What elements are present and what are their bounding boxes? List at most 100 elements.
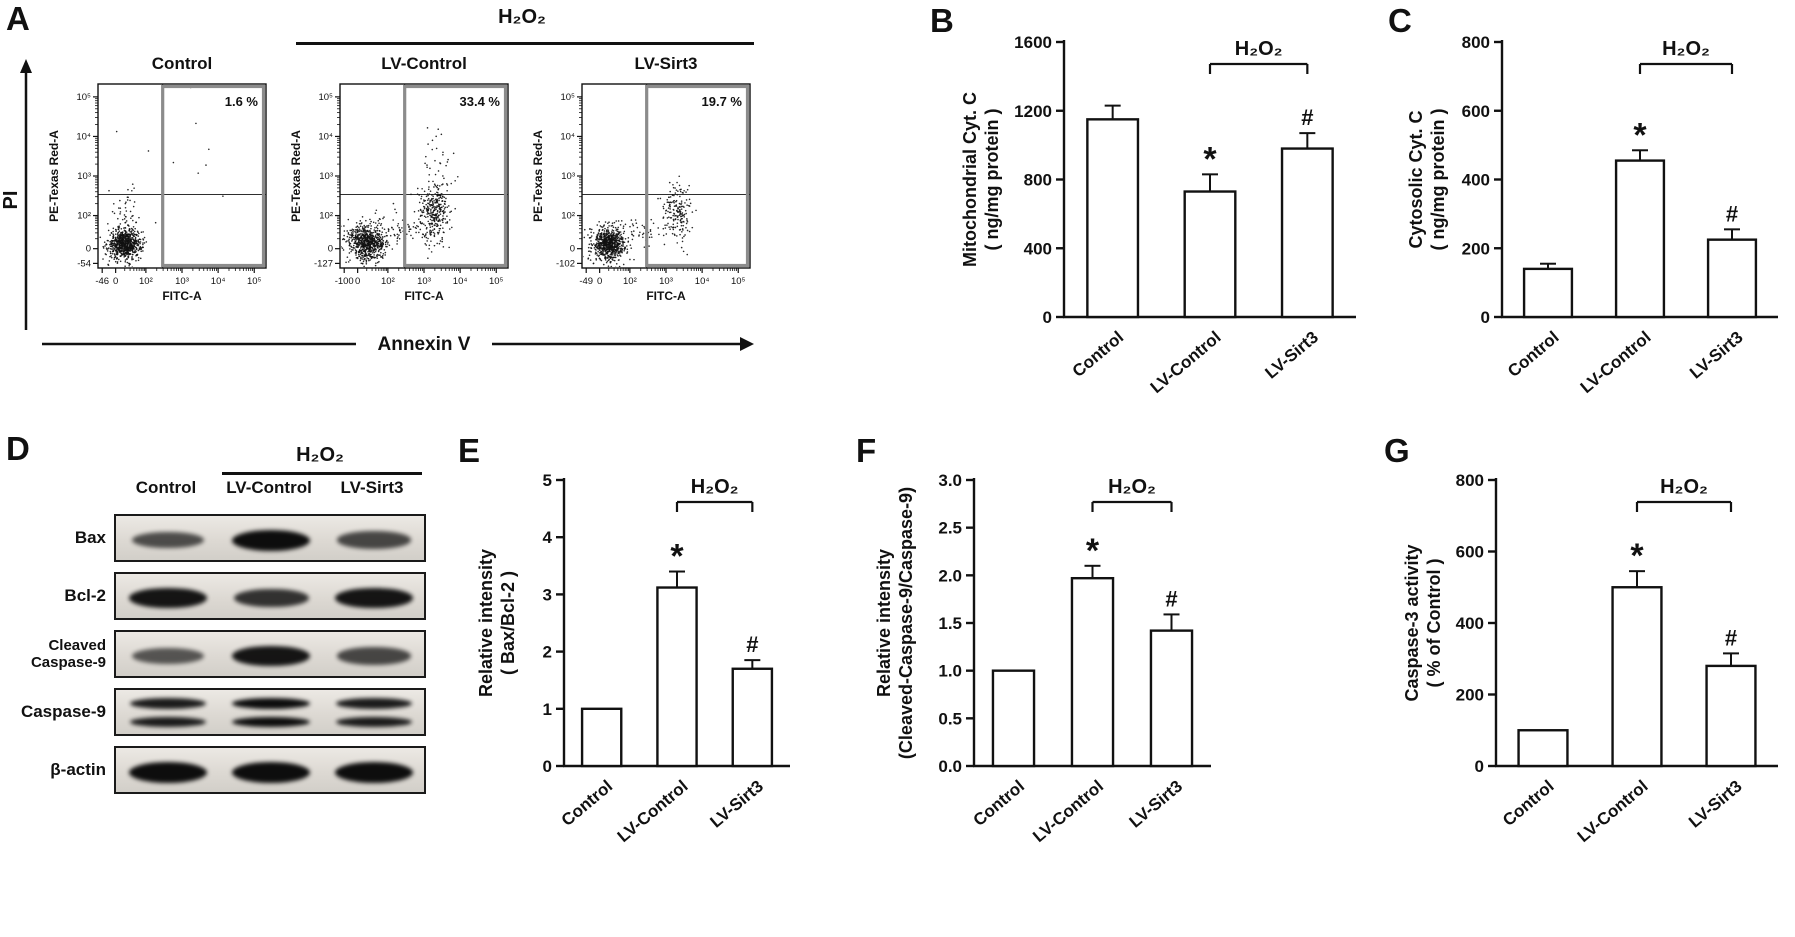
sig-hash: #: [1165, 586, 1177, 611]
flow-y-tick-label: 10³: [561, 171, 575, 182]
bracket-label: H₂O₂: [1662, 38, 1710, 60]
gate-percent-label: 1.6 %: [225, 94, 259, 109]
flow-x-tick-label: -49: [579, 276, 593, 287]
y-tick-label: 0.5: [938, 709, 962, 728]
flow-x-tick-label: 10²: [381, 276, 395, 287]
bar-LV-Control: [1183, 190, 1237, 319]
panel-c-label: C: [1388, 2, 1412, 39]
x-category-label: LV-Control: [614, 777, 692, 847]
flow-x-axis-title: FITC-A: [404, 289, 444, 303]
panel-f-label: F: [856, 432, 877, 469]
y-axis-label: Caspase-3 activity: [1402, 544, 1422, 701]
bar-LV-Control: [1614, 159, 1666, 319]
flow-y-tick-label: 10³: [319, 171, 333, 182]
y-axis-label: Relative intensity: [874, 549, 894, 697]
blot-band: [233, 588, 309, 608]
flow-y-tick-label: -127: [314, 258, 333, 269]
flow-y-tick-label: 10⁴: [76, 131, 91, 142]
x-category-label: Control: [1499, 777, 1558, 830]
y-tick-label: 1.0: [938, 662, 962, 681]
y-axis-label: ( ng/mg protein ): [982, 109, 1002, 251]
y-tick-label: 3: [543, 585, 552, 604]
flow-y-tick-label: 10³: [77, 171, 91, 182]
flow-y-axis-title: PE-Texas Red-A: [47, 130, 61, 222]
y-tick-label: 2.5: [938, 519, 962, 538]
pi-arrowhead-icon: [20, 59, 32, 73]
panel-a-h2o2-label: H₂O₂: [498, 6, 546, 28]
blot-band: [129, 587, 207, 609]
y-axis-label: ( % of Control ): [1424, 559, 1444, 688]
y-tick-label: 800: [1024, 171, 1052, 190]
y-tick-label: 4: [543, 528, 553, 547]
blot-column-label-Control: Control: [135, 478, 197, 497]
sig-asterisk: *: [1086, 532, 1100, 570]
y-tick-label: 800: [1456, 471, 1484, 490]
x-category-label: Control: [1069, 328, 1128, 381]
y-tick-label: 0: [543, 757, 552, 776]
blot-band: [335, 698, 413, 709]
panel-g-chart: 0 200 400 600 800 Caspase-3 activity( % of Co…: [1402, 471, 1778, 846]
bar-Control: [580, 707, 623, 768]
flow-y-tick-label: 10⁴: [560, 131, 575, 142]
y-tick-label: 400: [1462, 171, 1490, 190]
blot-column-label-LV-Control: LV-Control: [226, 478, 312, 497]
y-axis-label: Cytosolic Cyt. C: [1406, 110, 1426, 248]
flow-y-tick-label: 10⁴: [318, 131, 333, 142]
y-axis-label: Mitochondrial Cyt. C: [960, 92, 980, 267]
flow-y-tick-label: 10⁵: [76, 92, 91, 103]
blot-band: [131, 531, 205, 549]
sig-hash: #: [1301, 105, 1313, 130]
y-tick-label: 0.0: [938, 757, 962, 776]
scatter-points: [341, 127, 459, 267]
y-tick-label: 400: [1024, 239, 1052, 258]
scatter-points: [583, 175, 697, 267]
y-tick-label: 1200: [1014, 102, 1052, 121]
bar-LV-Sirt3: [1706, 238, 1758, 319]
blot-row-label-Bcl-2: Bcl-2: [64, 586, 106, 606]
flow-x-tick-label: -46: [95, 276, 109, 287]
flow-x-axis-title: FITC-A: [646, 289, 686, 303]
y-tick-label: 3.0: [938, 471, 962, 490]
panel-a-h2o2-line: [296, 42, 754, 45]
sig-asterisk: *: [670, 538, 684, 576]
y-tick-label: 800: [1462, 33, 1490, 52]
blot-band: [335, 717, 413, 727]
flow-y-tick-label: -102: [556, 258, 575, 269]
gate-rect: [161, 84, 266, 268]
blot-band: [232, 717, 310, 727]
flow-x-tick-label: 10²: [139, 276, 153, 287]
y-tick-label: 1600: [1014, 33, 1052, 52]
flow-x-tick-label: 0: [597, 276, 602, 287]
panel-a-label: A: [6, 0, 30, 37]
flow-x-tick-label: 10³: [175, 276, 189, 287]
flow-dot-plot-control: -54 0 10² 10³ 10⁴ 10⁵ -46 0 10² 10³ 10⁴ 10⁵ PE-Texas…: [47, 83, 267, 303]
annexin-axis-label: Annexin V: [378, 334, 471, 355]
flow-x-tick-label: 10⁵: [247, 276, 262, 287]
blot-row-label-Cleaved-Caspase-9: Cleaved Caspase-9: [30, 636, 106, 671]
gate-percent-label: 33.4 %: [460, 94, 501, 109]
y-tick-label: 2: [543, 643, 552, 662]
bracket-label: H₂O₂: [1108, 476, 1156, 498]
blot-band: [129, 761, 207, 783]
flow-plot-container-control: Control -54 0 10² 10³ 10⁴ 10⁵ -46 0 10² 10³ 10⁴ 10⁵…: [44, 54, 276, 318]
sig-hash: #: [1726, 201, 1738, 226]
blot-band: [335, 587, 413, 609]
flow-x-tick-label: 10⁴: [695, 276, 710, 287]
y-tick-label: 400: [1456, 614, 1484, 633]
panel-g-label: G: [1384, 432, 1410, 469]
flow-x-tick-label: 0: [113, 276, 118, 287]
bar-LV-Control: [656, 586, 698, 768]
y-axis-label: (Cleaved-Caspase-9/Caspase-9): [896, 487, 916, 759]
x-category-label: Control: [558, 777, 617, 830]
sig-hash: #: [746, 632, 758, 657]
blot-band: [129, 698, 207, 709]
flow-y-tick-label: 10²: [77, 211, 91, 222]
bar-LV-Sirt3: [1280, 147, 1334, 319]
y-tick-label: 0: [1475, 757, 1484, 776]
y-axis-label: ( Bax/Bcl-2 ): [498, 571, 518, 675]
blot-band: [232, 698, 310, 709]
annexin-arrowhead-icon: [740, 337, 754, 351]
flow-dot-plot-lv-sirt3: -102 0 10² 10³ 10⁴ 10⁵ -49 0 10² 10³ 10⁴ 10⁵ PE-Texa…: [531, 83, 751, 303]
